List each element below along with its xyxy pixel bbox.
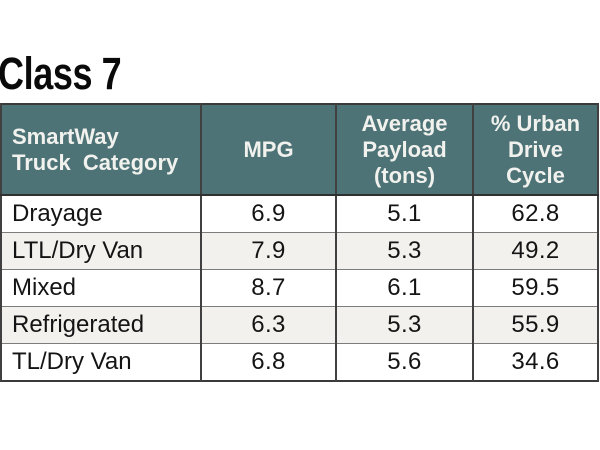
cell-urban: 49.2: [472, 232, 599, 270]
cell-urban: 59.5: [472, 269, 599, 307]
cell-payload: 5.1: [335, 194, 474, 233]
cell-payload: 5.6: [335, 343, 474, 382]
cell-urban: 55.9: [472, 306, 599, 344]
table-row-mixed: Mixed 8.7 6.1 59.5: [0, 269, 599, 307]
cell-payload: 5.3: [335, 306, 474, 344]
table-row-ltl-dry-van: LTL/Dry Van 7.9 5.3 49.2: [0, 232, 599, 270]
cell-payload: 5.3: [335, 232, 474, 270]
table-row-tl-dry-van: TL/Dry Van 6.8 5.6 34.6: [0, 343, 599, 382]
cell-mpg: 8.7: [200, 269, 337, 307]
table-row-drayage: Drayage 6.9 5.1 62.8: [0, 194, 599, 233]
col-header-urban-drive-cycle: % Urban Drive Cycle: [472, 104, 599, 196]
header-row: SmartWay Truck Category MPG Average Payl…: [0, 104, 599, 196]
smartway-class7-table: SmartWay Truck Category MPG Average Payl…: [0, 103, 599, 382]
cell-category: TL/Dry Van: [0, 343, 202, 382]
cell-mpg: 6.3: [200, 306, 337, 344]
cell-mpg: 7.9: [200, 232, 337, 270]
col-header-mpg: MPG: [200, 104, 337, 196]
cell-payload: 6.1: [335, 269, 474, 307]
cell-urban: 34.6: [472, 343, 599, 382]
cell-category: Drayage: [0, 194, 202, 233]
table-row-refrigerated: Refrigerated 6.3 5.3 55.9: [0, 306, 599, 344]
cell-category: LTL/Dry Van: [0, 232, 202, 270]
cell-mpg: 6.9: [200, 194, 337, 233]
col-header-truck-category: SmartWay Truck Category: [0, 104, 202, 196]
cell-category: Refrigerated: [0, 306, 202, 344]
col-header-average-payload: Average Payload (tons): [335, 104, 474, 196]
cell-mpg: 6.8: [200, 343, 337, 382]
figure-title: Class 7: [0, 48, 122, 99]
cell-urban: 62.8: [472, 194, 599, 233]
cell-category: Mixed: [0, 269, 202, 307]
